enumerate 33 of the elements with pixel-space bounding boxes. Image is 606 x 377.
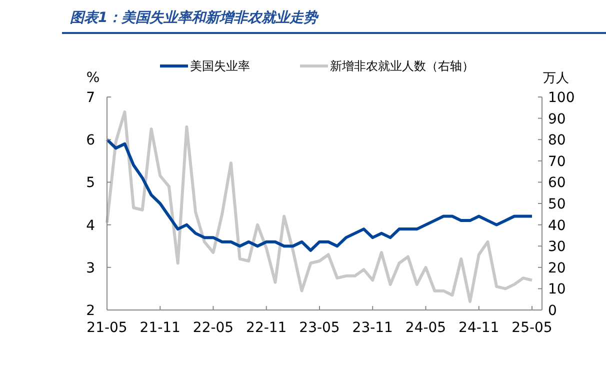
y2-tick-label: 70 (548, 154, 566, 170)
y2-tick-label: 20 (548, 260, 566, 276)
y2-tick-label: 80 (548, 132, 566, 149)
y2-tick-label: 10 (548, 282, 566, 298)
x-tick-label: 24-11 (458, 320, 500, 336)
y2-tick-label: 100 (548, 90, 575, 106)
legend-label: 美国失业率 (190, 59, 250, 73)
y2-tick-label: 40 (548, 218, 566, 234)
x-tick-label: 25-05 (512, 320, 552, 336)
y-tick-label: 7 (86, 90, 95, 106)
line-series (106, 110, 534, 303)
x-tick-label: 21-05 (86, 320, 128, 336)
x-tick-label: 22-05 (192, 320, 234, 336)
y2-axis-title: 万人 (543, 71, 569, 86)
x-tick-label: 24-05 (405, 320, 446, 336)
y-axis-title: % (86, 70, 100, 86)
x-tick-label: 23-05 (299, 320, 340, 336)
chart-title: 图表1：美国失业率和新增非农就业走势 (70, 9, 320, 26)
y2-tick-label: 90 (548, 111, 566, 128)
y2-tick-label: 0 (548, 303, 557, 319)
x-tick-label: 22-11 (246, 320, 287, 336)
y-tick-label: 5 (86, 175, 95, 192)
y2-tick-label: 30 (548, 239, 566, 256)
y-tick-label: 3 (86, 260, 95, 276)
x-tick-label: 21-11 (140, 320, 180, 336)
y-tick-label: 6 (86, 132, 96, 149)
x-tick-label: 23-11 (352, 320, 393, 336)
y2-tick-label: 60 (548, 175, 566, 192)
line-series (106, 138, 534, 252)
legend-label: 新增非农就业人数（右轴） (330, 59, 474, 73)
y-tick-label: 2 (86, 303, 95, 319)
y2-tick-label: 50 (548, 196, 566, 212)
y-tick-label: 4 (86, 218, 96, 234)
